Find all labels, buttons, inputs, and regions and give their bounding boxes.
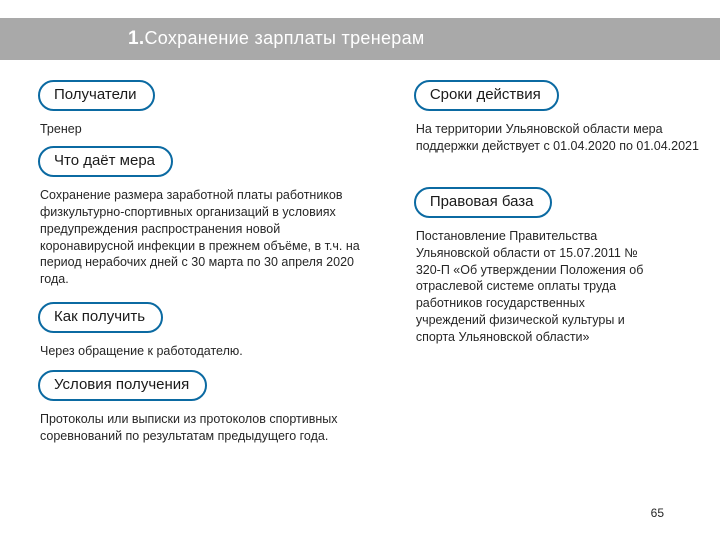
- body-how-to-get: Через обращение к работодателю.: [38, 343, 374, 360]
- content-area: Получатели Тренер Что даёт мера Сохранен…: [38, 80, 720, 445]
- pill-what-gives: Что даёт мера: [38, 146, 173, 177]
- left-column: Получатели Тренер Что даёт мера Сохранен…: [38, 80, 374, 445]
- pill-label: Сроки действия: [430, 86, 541, 103]
- pill-how-to-get: Как получить: [38, 302, 163, 333]
- right-column: Сроки действия На территории Ульяновской…: [414, 80, 720, 445]
- pill-label: Что даёт мера: [54, 152, 155, 169]
- header-band: 1.Сохранение зарплаты тренерам: [0, 18, 720, 60]
- pill-label: Как получить: [54, 308, 145, 325]
- body-what-gives: Сохранение размера заработной платы рабо…: [38, 187, 374, 288]
- pill-label: Получатели: [54, 86, 137, 103]
- body-recipients: Тренер: [38, 121, 374, 138]
- title-text: Сохранение зарплаты тренерам: [144, 28, 424, 48]
- body-validity: На территории Ульяновской области мера п…: [414, 121, 720, 155]
- pill-label: Условия получения: [54, 376, 189, 393]
- pill-validity: Сроки действия: [414, 80, 559, 111]
- body-conditions: Протоколы или выписки из протоколов спор…: [38, 411, 374, 445]
- body-legal-basis: Постановление Правительства Ульяновской …: [414, 228, 654, 346]
- page-title: 1.Сохранение зарплаты тренерам: [128, 28, 425, 50]
- title-number: 1.: [128, 28, 144, 49]
- pill-conditions: Условия получения: [38, 370, 207, 401]
- pill-legal-basis: Правовая база: [414, 187, 552, 218]
- page-number: 65: [651, 506, 664, 520]
- pill-label: Правовая база: [430, 193, 534, 210]
- pill-recipients: Получатели: [38, 80, 155, 111]
